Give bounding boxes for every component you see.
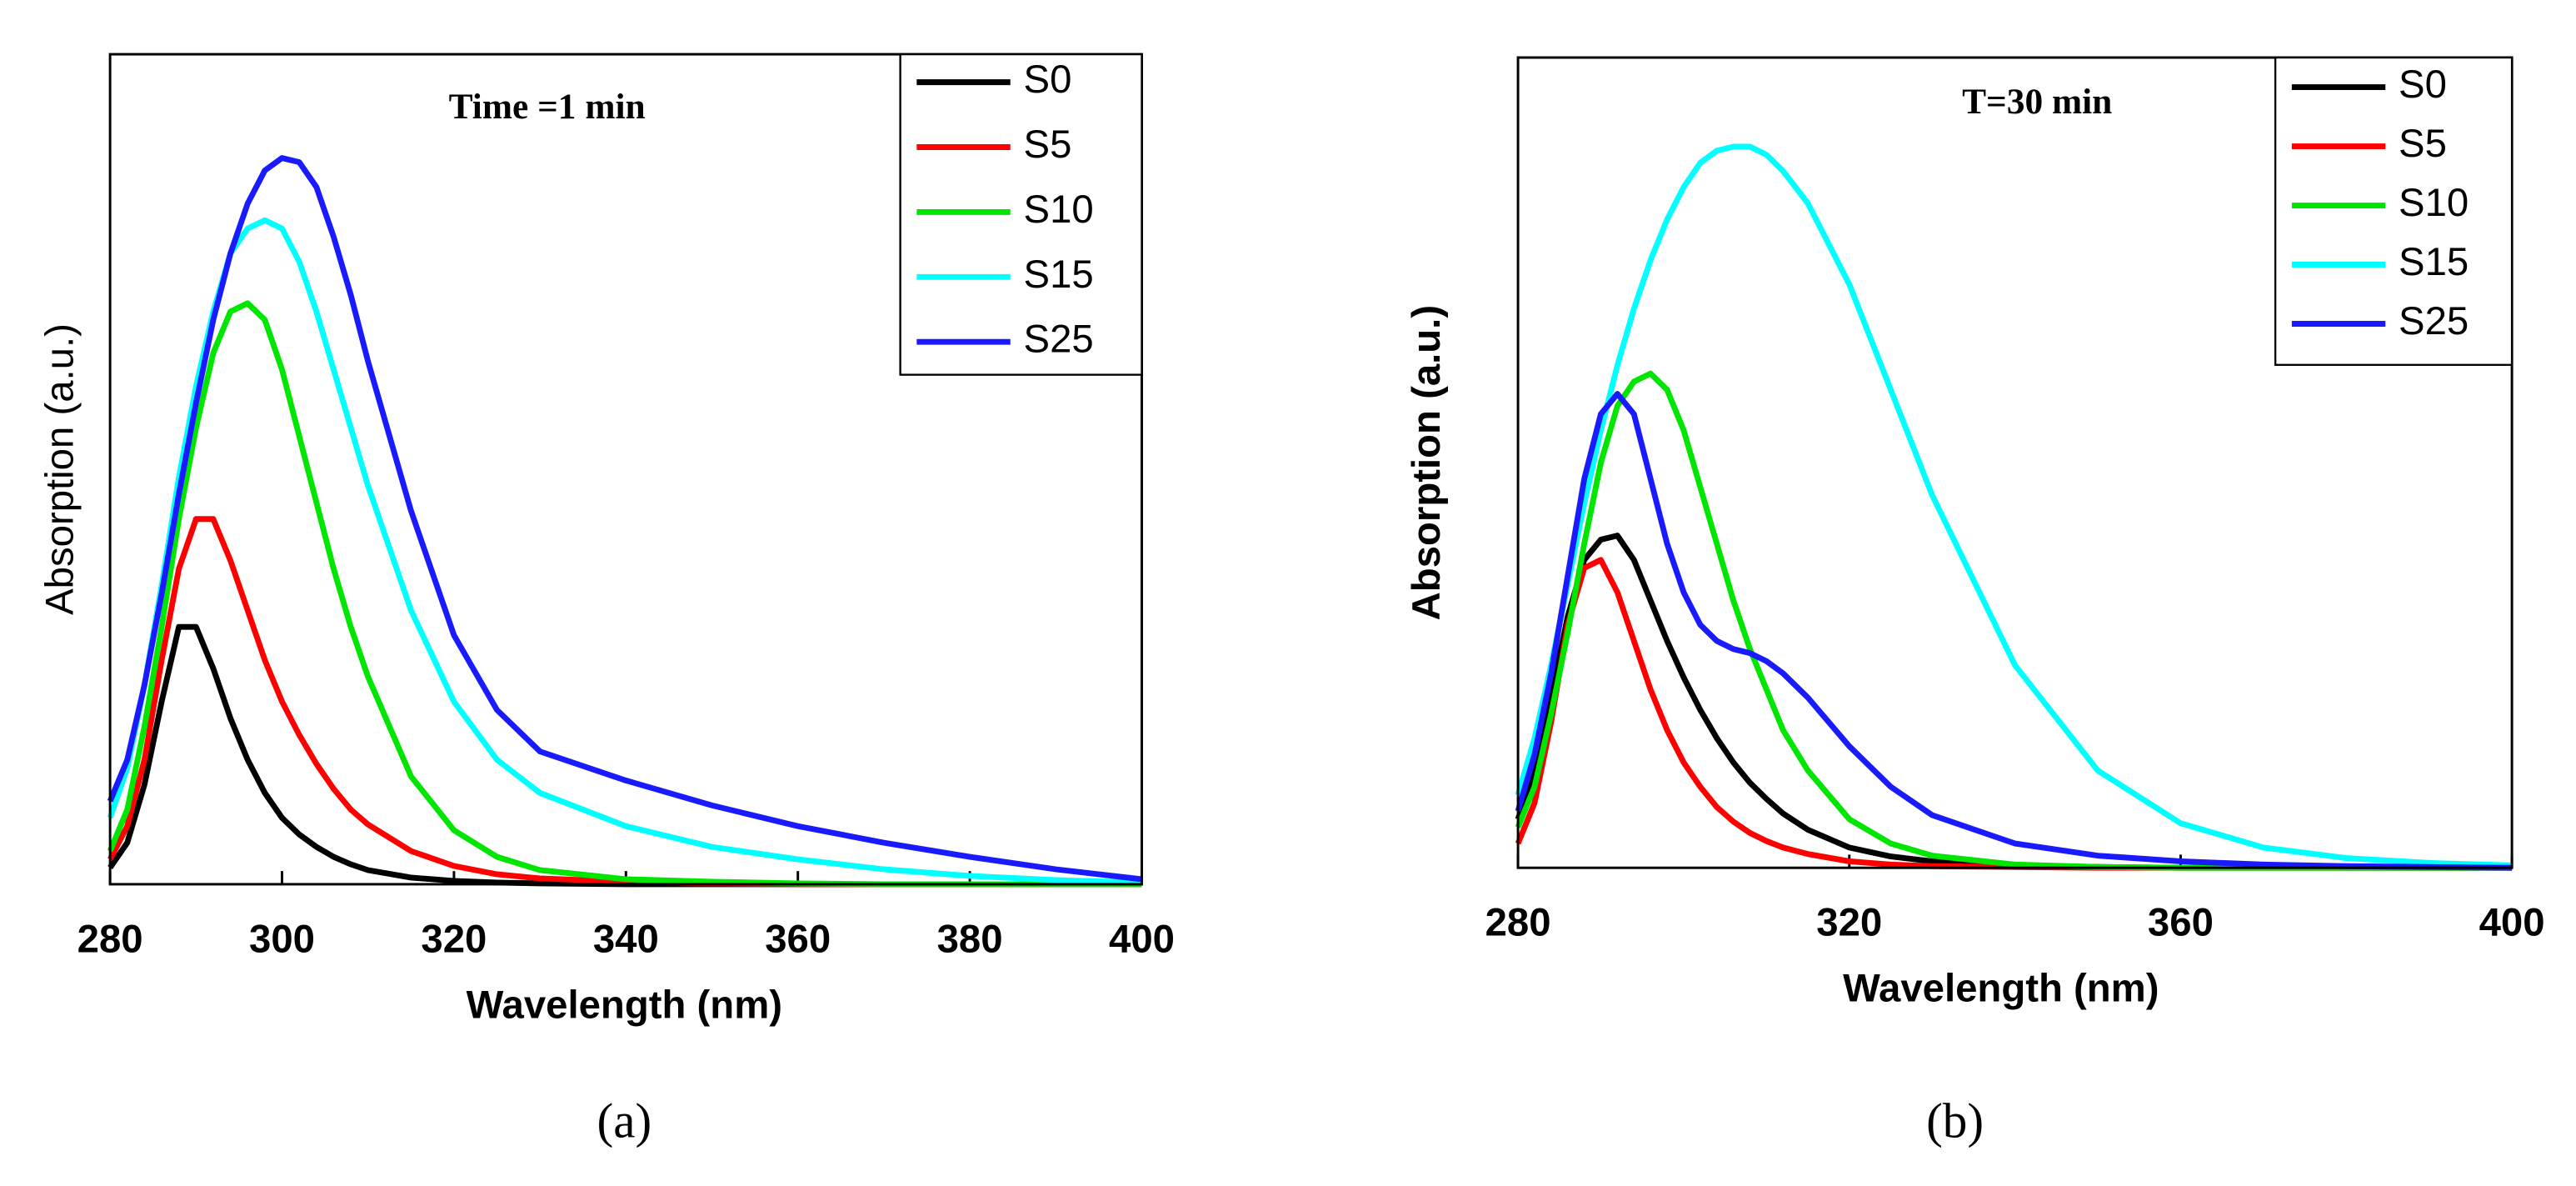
x-tick-label: 320: [1816, 901, 1882, 945]
chart-title: T=30 min: [1962, 82, 2112, 122]
panel-label: (a): [597, 1093, 652, 1148]
plot-frame: [108, 53, 1143, 886]
legend-label: S5: [1024, 123, 1072, 167]
legend-label: S0: [1024, 58, 1072, 102]
series-line: [1515, 533, 2513, 871]
legend-label: S25: [2399, 299, 2469, 343]
legend-box: [2274, 56, 2514, 366]
x-tick-label: 400: [1109, 917, 1175, 961]
x-tick-label: 300: [249, 917, 315, 961]
legend-label: S5: [2399, 122, 2447, 166]
series-line: [1515, 557, 2513, 871]
x-tick-label: 280: [77, 917, 143, 961]
legend-label: S10: [2399, 181, 2469, 225]
series-line: [107, 155, 1142, 883]
legend-label: S15: [1024, 253, 1094, 297]
series-line: [107, 516, 1142, 888]
legend-label: S25: [1024, 318, 1094, 362]
legend-label: S15: [2399, 240, 2469, 284]
x-tick-label: 400: [2479, 901, 2545, 945]
x-tick-label: 340: [593, 917, 659, 961]
x-tick-label: 360: [765, 917, 831, 961]
x-tick-label: 280: [1485, 901, 1551, 945]
x-axis-label: Wavelength (nm): [1843, 967, 2159, 1011]
legend-label: S0: [2399, 63, 2447, 107]
panel-label: (b): [1926, 1093, 1984, 1148]
series-line: [1515, 143, 2513, 868]
x-tick-label: 380: [937, 917, 1003, 961]
x-axis-label: Wavelength (nm): [467, 983, 782, 1027]
legend-label: S10: [1024, 188, 1094, 232]
series-line: [107, 300, 1142, 888]
series-line: [107, 217, 1142, 886]
x-tick-label: 360: [2148, 901, 2214, 945]
series-line: [1515, 370, 2513, 871]
y-axis-label: Absorption (a.u.): [37, 323, 82, 615]
y-axis-label: Absorption (a.u.): [1405, 305, 1449, 620]
plot-frame: [1516, 56, 2514, 869]
x-tick-label: 320: [421, 917, 487, 961]
chart-title: Time =1 min: [449, 87, 646, 127]
series-line: [1515, 391, 2513, 871]
